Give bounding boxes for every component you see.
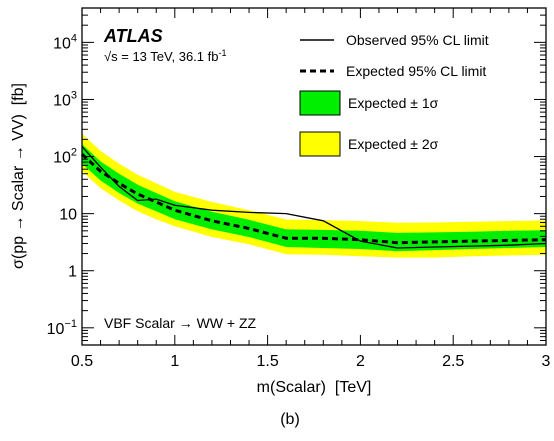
y-ticks: 10−1 1 10 102 103 104 (47, 7, 546, 346)
y-tick-label: 103 (53, 89, 77, 109)
uncertainty-bands (82, 133, 546, 258)
y-tick-label: 10−1 (47, 318, 77, 338)
x-tick-label: 1.5 (256, 353, 278, 370)
x-axis-label: m(Scalar) [TeV] (257, 379, 372, 396)
x-ticks: 0.5 1 1.5 2 2.5 3 (71, 8, 551, 370)
legend: Observed 95% CL limit Expected 95% CL li… (299, 32, 489, 157)
band-2sigma (82, 133, 546, 258)
panel-label: (b) (280, 411, 300, 428)
limit-lines (80, 146, 547, 249)
energy-text: √s = 13 TeV, 36.1 fb (104, 49, 218, 64)
y-tick-label: 102 (53, 147, 77, 167)
expected-limit-line (80, 153, 547, 245)
process-label: VBF Scalar → WW + ZZ (104, 315, 257, 331)
experiment-label: ATLAS (103, 26, 163, 46)
legend-1sigma-label: Expected ± 1σ (348, 95, 439, 111)
energy-label: √s = 13 TeV, 36.1 fb-1 (104, 48, 227, 64)
y-tick-label: 104 (53, 32, 77, 52)
legend-2sigma-label: Expected ± 2σ (348, 136, 439, 152)
y-axis-label: σ(pp → Scalar → VV) [fb] (10, 83, 27, 269)
x-tick-label: 1 (170, 353, 179, 370)
x-tick-label: 3 (542, 353, 551, 370)
y-tick-label: 1 (68, 264, 77, 281)
lumi-exponent: -1 (218, 48, 226, 58)
band-1sigma (82, 144, 546, 252)
y-tick-label: 10 (59, 207, 77, 224)
legend-expected-label: Expected 95% CL limit (346, 63, 486, 79)
legend-1sigma-swatch (299, 90, 341, 116)
x-tick-label: 0.5 (71, 353, 93, 370)
plot-frame (81, 7, 547, 346)
x-tick-label: 2.5 (442, 353, 464, 370)
x-tick-label: 2 (356, 353, 365, 370)
legend-2sigma-swatch (299, 131, 341, 157)
observed-limit-line (81, 146, 547, 249)
legend-observed-label: Observed 95% CL limit (346, 32, 489, 48)
